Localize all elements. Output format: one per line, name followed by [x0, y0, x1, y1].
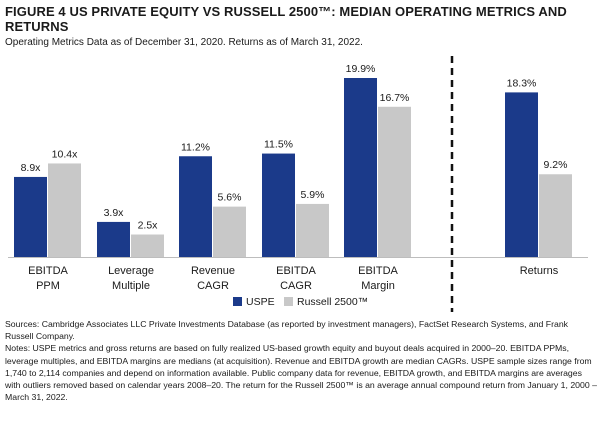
data-label: 2.5x	[138, 220, 159, 232]
bar-uspe-5	[505, 92, 538, 257]
category-label: Revenue	[191, 265, 235, 277]
category-label: PPM	[36, 280, 60, 292]
footnotes: Sources: Cambridge Associates LLC Privat…	[5, 318, 597, 403]
bar-uspe-1	[97, 221, 130, 257]
footnote-notes: Notes: USPE metrics and gross returns ar…	[5, 343, 597, 403]
legend-label-russell: Russell 2500™	[297, 296, 368, 308]
data-label: 9.2%	[544, 159, 568, 171]
category-label: Leverage	[108, 265, 154, 277]
data-label: 19.9%	[346, 63, 376, 75]
category-label: CAGR	[197, 280, 229, 292]
data-label: 11.2%	[181, 141, 210, 153]
footnote-sources: Sources: Cambridge Associates LLC Privat…	[5, 319, 569, 342]
figure-title: FIGURE 4 US PRIVATE EQUITY VS RUSSELL 25…	[5, 4, 567, 34]
legend-swatch-uspe	[233, 297, 242, 306]
category-label: Multiple	[112, 280, 150, 292]
legend-swatch-russell	[284, 297, 293, 306]
category-label: Margin	[361, 280, 395, 292]
bar-russell-2500--0	[48, 163, 81, 257]
data-label: 3.9x	[104, 207, 125, 219]
bar-uspe-2	[179, 156, 212, 257]
bar-chart: 8.9x 10.4x EBITDA PPM 3.9x 2.5x Leverage Multip…	[8, 56, 588, 312]
data-label: 10.4x	[52, 148, 78, 160]
data-label: 5.9%	[301, 189, 325, 201]
bar-russell-2500--4	[378, 106, 411, 257]
data-label: 5.6%	[218, 192, 242, 204]
data-label: 18.3%	[507, 77, 537, 89]
category-label: EBITDA	[276, 265, 316, 277]
legend-label-uspe: USPE	[246, 296, 275, 308]
category-label: EBITDA	[358, 265, 398, 277]
bar-uspe-3	[262, 153, 295, 257]
data-label: 11.5%	[264, 139, 293, 151]
data-label: 16.7%	[380, 92, 410, 104]
data-label: 8.9x	[21, 162, 42, 174]
bar-uspe-4	[344, 78, 377, 257]
bar-russell-2500--2	[213, 206, 246, 257]
category-label: CAGR	[280, 280, 312, 292]
bar-uspe-0	[14, 176, 47, 257]
bar-russell-2500--1	[131, 234, 164, 257]
figure-subtitle: Operating Metrics Data as of December 31…	[5, 37, 363, 48]
category-label: Returns	[520, 265, 559, 277]
bar-russell-2500--5	[539, 174, 572, 257]
category-label: EBITDA	[28, 265, 68, 277]
bar-russell-2500--3	[296, 203, 329, 257]
